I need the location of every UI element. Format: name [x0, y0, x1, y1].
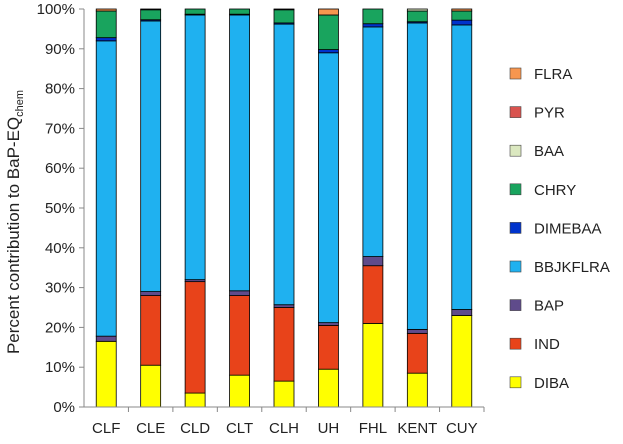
bar-segment-cuy-bbjkflra [451, 24, 473, 310]
bar-segment-clh-ind [273, 307, 295, 382]
bar-segment-clf-diba [95, 340, 117, 408]
legend-swatch-chry [509, 183, 522, 196]
legend-label-baa: BAA [534, 143, 564, 160]
bar-segment-cuy-dimebaa [451, 19, 473, 26]
bar-segment-clh-baa [273, 8, 295, 11]
legend: FLRA PYR BAA CHRY DIMEBAA BBJKFLRA BAP IND DIBA [509, 66, 610, 392]
legend-label-flra: FLRA [534, 66, 572, 83]
legend-swatch-ind [509, 337, 522, 350]
legend-label-bap: BAP [534, 298, 564, 315]
bar-segment-clf-dimebaa [95, 37, 117, 42]
bar-segment-fhl-chry [362, 8, 384, 25]
bars-layer [95, 8, 473, 408]
bar-segment-clt-bap [229, 290, 250, 296]
y-tick-label: 40% [45, 240, 75, 257]
bar-segment-clt-ind [229, 295, 250, 376]
legend-swatch-flra [509, 67, 522, 80]
bar-segment-fhl-diba [362, 323, 384, 408]
bar-segment-uh-ind [318, 325, 339, 370]
bar-segment-uh-flra [318, 8, 339, 16]
bar-segment-fhl-bap [362, 256, 384, 267]
bar-segment-uh-dimebaa [318, 49, 339, 54]
bar-segment-clt-diba [229, 374, 250, 408]
bar-segment-clf-chry [95, 10, 117, 39]
x-tick-label: FHL [359, 420, 387, 437]
y-axis-label-subscript: chem [14, 90, 26, 117]
bar-segment-cld-bbjkflra [184, 14, 206, 281]
bar-segment-cle-chry [140, 9, 162, 21]
bar-segment-cle-bbjkflra [140, 20, 162, 292]
y-axis-label: Percent contribution to BaP-EQchem [4, 90, 26, 354]
bar-segment-clh-bbjkflra [273, 23, 295, 306]
bar-segment-kent-bbjkflra [406, 22, 428, 330]
y-tick-label: 30% [45, 280, 75, 297]
bar-segment-uh-diba [318, 368, 339, 408]
y-tick-label: 90% [45, 41, 75, 58]
legend-swatch-bbjkflra [509, 260, 522, 273]
x-tick-label: CLD [180, 420, 210, 437]
legend-label-diba: DIBA [534, 375, 569, 392]
y-tick-label: 100% [37, 1, 75, 18]
x-tick-label: CLT [226, 420, 253, 437]
y-tick-label: 80% [45, 81, 75, 98]
bar-segment-cuy-bap [451, 309, 473, 316]
bar-segment-fhl-ind [362, 265, 384, 324]
x-tick-label: CLH [269, 420, 299, 437]
bar-segment-cle-diba [140, 364, 162, 408]
x-tick-label: CLE [136, 420, 165, 437]
x-tick-label: KENT [397, 420, 437, 437]
legend-swatch-bap [509, 299, 522, 311]
bar-segment-cle-ind [140, 295, 162, 366]
bar-segment-kent-bap [406, 328, 428, 334]
axes-layer: CLF CLE CLD CLT CLH UH FHL KENT CUY 0% 10% 20% 30% 40… [37, 1, 485, 437]
bar-segment-cle-bap [140, 291, 162, 296]
y-tick-label: 10% [45, 359, 75, 376]
legend-label-pyr: PYR [534, 105, 565, 122]
bar-segment-kent-ind [406, 332, 428, 374]
y-tick-label: 70% [45, 120, 75, 137]
legend-swatch-pyr [509, 106, 522, 118]
bar-segment-kent-diba [406, 372, 428, 408]
y-axis-label-main: Percent contribution to BaP-EQ [4, 117, 23, 354]
bar-segment-clf-flra [95, 8, 117, 12]
y-tick-label: 0% [53, 399, 75, 416]
bar-segment-uh-bap [318, 322, 339, 326]
legend-label-ind: IND [534, 336, 560, 353]
x-tick-label: UH [318, 420, 340, 437]
bar-segment-cle-baa [140, 8, 162, 11]
bar-segment-cld-diba [184, 392, 206, 408]
bar-segment-clt-bbjkflra [229, 14, 250, 292]
bar-segment-fhl-bbjkflra [362, 26, 384, 257]
legend-label-dimebaa: DIMEBAA [534, 220, 602, 237]
legend-swatch-baa [509, 144, 522, 157]
bar-segment-clf-bap [95, 335, 117, 342]
bar-segment-clh-bap [273, 304, 295, 308]
bar-segment-clh-diba [273, 380, 295, 408]
bar-segment-kent-baa [406, 8, 428, 12]
bar-segment-uh-chry [318, 14, 339, 50]
bar-segment-clh-chry [273, 9, 295, 24]
bar-segment-cld-chry [184, 8, 206, 15]
bar-segment-kent-chry [406, 10, 428, 23]
y-tick-label: 60% [45, 160, 75, 177]
bar-segment-clf-bbjkflra [95, 40, 117, 337]
x-tick-label: CLF [92, 420, 120, 437]
legend-label-chry: CHRY [534, 182, 576, 199]
bar-segment-uh-bbjkflra [318, 52, 339, 324]
x-tick-label: CUY [446, 420, 478, 437]
legend-swatch-dimebaa [509, 222, 522, 234]
legend-label-bbjkflra: BBJKFLRA [534, 259, 610, 276]
y-tick-label: 20% [45, 319, 75, 336]
bar-segment-cld-ind [184, 281, 206, 394]
bar-segment-clt-chry [229, 8, 250, 15]
bar-segment-cuy-diba [451, 315, 473, 408]
bar-segment-cuy-flra [451, 8, 473, 12]
y-tick-label: 50% [45, 200, 75, 217]
bar-segment-cuy-chry [451, 10, 473, 21]
legend-swatch-diba [509, 376, 522, 389]
bar-segment-fhl-dimebaa [362, 23, 384, 28]
